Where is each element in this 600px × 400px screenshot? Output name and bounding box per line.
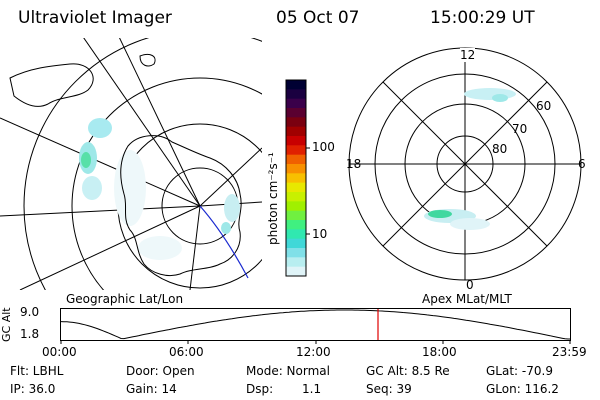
mlt-label-0: 0 bbox=[466, 278, 474, 292]
meridian-line bbox=[0, 205, 201, 217]
colorbar-swatch bbox=[286, 192, 306, 202]
gc-alt-status: GC Alt: 8.5 Re bbox=[366, 364, 450, 378]
coastline bbox=[9, 53, 242, 277]
orbit-track bbox=[199, 205, 249, 279]
colorbar-swatch bbox=[286, 126, 306, 137]
colorbar-swatch bbox=[286, 136, 306, 146]
mlat-label-80: 80 bbox=[492, 142, 508, 156]
meridian-line bbox=[119, 38, 201, 207]
timeline-ymin: 1.8 bbox=[20, 327, 40, 341]
dsp-label: Dsp: bbox=[246, 382, 274, 396]
lat-circle bbox=[71, 77, 262, 290]
colorbar-swatch bbox=[286, 238, 306, 249]
colorbar-tick-100: 100 bbox=[312, 140, 335, 154]
colorbar-swatch bbox=[286, 89, 306, 100]
colorbar-swatch bbox=[286, 117, 306, 128]
mlt-label-18: 18 bbox=[346, 157, 362, 171]
seq-status: Seq: 39 bbox=[366, 382, 412, 396]
colorbar-swatch bbox=[286, 266, 306, 277]
timeline-tick-0000: 00:00 bbox=[42, 345, 77, 359]
mlt-label-6: 6 bbox=[578, 157, 586, 171]
door-status: Door: Open bbox=[126, 364, 195, 378]
colorbar-swatch bbox=[286, 220, 306, 230]
colorbar-frame bbox=[285, 79, 307, 277]
glat-status: GLat: -70.9 bbox=[486, 364, 553, 378]
dsp-value: 1.1 bbox=[302, 382, 322, 396]
colorbar-swatch bbox=[286, 210, 306, 221]
colorbar-swatch bbox=[286, 154, 306, 165]
colorbar bbox=[285, 79, 310, 277]
colorbar-swatch bbox=[286, 173, 306, 184]
geographic-map bbox=[0, 38, 262, 290]
apex-panel-label: Apex MLat/MLT bbox=[422, 292, 512, 306]
time-label: 15:00:29 UT bbox=[430, 8, 535, 28]
timeline-tick-2359: 23:59 bbox=[552, 345, 587, 359]
aurora-emission bbox=[79, 118, 240, 260]
colorbar-swatch bbox=[286, 257, 306, 268]
colorbar-swatch bbox=[286, 108, 306, 118]
geo-panel-label: Geographic Lat/Lon bbox=[66, 292, 184, 306]
mlat-label-70: 70 bbox=[512, 122, 528, 136]
meridian-line bbox=[189, 205, 201, 290]
apex-polar-plot bbox=[348, 47, 582, 281]
timeline-ymax: 9.0 bbox=[20, 305, 40, 319]
colorbar-unit-label: photon cm⁻²s⁻¹ bbox=[266, 152, 280, 245]
altitude-curve bbox=[60, 309, 571, 340]
meridian-line bbox=[83, 38, 201, 207]
aurora-oval bbox=[424, 88, 516, 230]
timeline-tick-1200: 12:00 bbox=[296, 345, 331, 359]
timeline-tick-0600: 06:00 bbox=[169, 345, 204, 359]
meridian-line bbox=[199, 147, 262, 207]
glon-status: GLon: 116.2 bbox=[486, 382, 559, 396]
colorbar-swatch bbox=[286, 164, 306, 174]
gain-status: Gain: 14 bbox=[126, 382, 177, 396]
colorbar-swatch bbox=[286, 98, 306, 109]
date-label: 05 Oct 07 bbox=[276, 8, 360, 28]
meridian-line bbox=[19, 205, 201, 290]
mlt-line bbox=[382, 81, 548, 247]
timeline-tick-1800: 18:00 bbox=[422, 345, 457, 359]
mlt-label-12: 12 bbox=[460, 48, 476, 62]
colorbar-tick-10: 10 bbox=[312, 227, 328, 241]
colorbar-swatch bbox=[286, 248, 306, 258]
timeline-frame bbox=[60, 308, 571, 341]
colorbar-swatch bbox=[286, 229, 306, 240]
colorbar-swatch bbox=[286, 145, 306, 156]
meridian-line bbox=[0, 117, 201, 207]
filter-status: Flt: LBHL bbox=[10, 364, 64, 378]
app-title: Ultraviolet Imager bbox=[18, 8, 172, 28]
colorbar-swatch bbox=[286, 182, 306, 193]
mode-status: Mode: Normal bbox=[246, 364, 330, 378]
colorbar-swatch bbox=[286, 80, 306, 90]
mlat-label-60: 60 bbox=[536, 99, 552, 113]
ip-status: IP: 36.0 bbox=[10, 382, 56, 396]
altitude-timeline bbox=[60, 308, 571, 344]
lat-circle bbox=[23, 38, 262, 290]
colorbar-swatch bbox=[286, 201, 306, 212]
timeline-ylabel: GC Alt bbox=[0, 307, 13, 342]
